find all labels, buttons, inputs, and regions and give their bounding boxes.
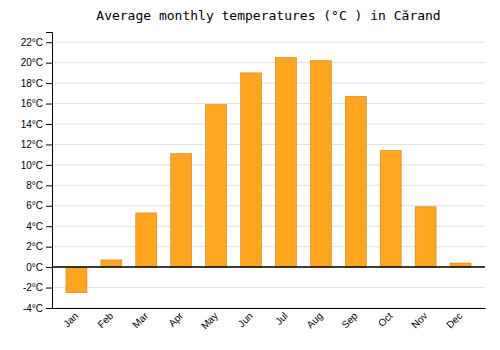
- grid-line: [52, 124, 485, 125]
- y-tick-mark: [46, 185, 52, 186]
- x-tick-label: Feb: [95, 310, 115, 330]
- x-tick-label: May: [199, 310, 220, 331]
- y-tick-mark: [46, 144, 52, 145]
- bar: [275, 58, 296, 268]
- y-tick-mark: [46, 267, 52, 268]
- x-tick: Sep: [339, 310, 360, 331]
- grid-line: [52, 308, 485, 309]
- y-tick-mark: [46, 206, 52, 207]
- x-tick-label: Apr: [166, 310, 185, 329]
- y-tick-label: 16°C: [21, 98, 43, 109]
- y-tick-mark: [46, 124, 52, 125]
- x-tick-label: Jan: [61, 310, 80, 329]
- y-tick: 16°C: [21, 98, 52, 109]
- y-tick-label: -2°C: [23, 282, 43, 293]
- y-tick-mark: [46, 63, 52, 64]
- x-axis: Jan Feb Mar Apr May Jun Jul Aug Sep Oct Nov Dec: [53, 309, 486, 332]
- y-tick-label: 6°C: [26, 200, 43, 211]
- y-tick-mark: [46, 308, 52, 309]
- x-tick-label: Oct: [376, 310, 395, 329]
- y-tick: 10°C: [21, 160, 52, 171]
- bar: [66, 267, 87, 293]
- y-tick: 12°C: [21, 139, 52, 150]
- y-tick: 6°C: [26, 200, 52, 211]
- bar: [345, 96, 366, 267]
- x-tick: Apr: [166, 310, 185, 329]
- bar: [310, 61, 331, 267]
- grid-line: [52, 267, 485, 268]
- x-tick: Jul: [273, 310, 290, 327]
- x-tick-label: Nov: [409, 310, 429, 330]
- x-tick: Jan: [61, 310, 80, 329]
- y-tick: -2°C: [23, 282, 52, 293]
- y-tick-label: 4°C: [26, 221, 43, 232]
- y-tick-mark: [46, 42, 52, 43]
- y-tick: 4°C: [26, 221, 52, 232]
- grid-line: [52, 83, 485, 84]
- grid-line: [52, 144, 485, 145]
- x-tick-label: Sep: [339, 310, 360, 331]
- y-tick: 22°C: [21, 37, 52, 48]
- x-tick: Jun: [236, 310, 255, 329]
- grid-line: [52, 185, 485, 186]
- y-tick: 14°C: [21, 119, 52, 130]
- grid-line: [52, 42, 485, 43]
- chart: -4°C -2°C 0°C 2°C 4°C 6°C 8°C 10°C 12°C 14°C 16°C 1…: [0, 0, 500, 350]
- y-tick: -4°C: [23, 303, 52, 314]
- y-tick-mark: [46, 83, 52, 84]
- y-tick-label: 2°C: [26, 241, 43, 252]
- grid-line: [52, 205, 485, 206]
- y-axis-line: [46, 33, 53, 309]
- x-tick: Dec: [444, 310, 464, 330]
- y-tick-mark: [46, 226, 52, 227]
- title: Average monthly temperatures (°C ) in Că…: [96, 8, 440, 23]
- zero-line: [52, 266, 485, 268]
- y-tick-label: 12°C: [21, 139, 43, 150]
- x-tick-label: Aug: [304, 310, 324, 330]
- y-tick-label: 14°C: [21, 119, 43, 130]
- y-tick-label: 8°C: [26, 180, 43, 191]
- y-tick: 2°C: [26, 241, 52, 252]
- y-tick-label: 18°C: [21, 78, 43, 89]
- x-tick-label: Mar: [130, 310, 150, 330]
- grid-line: [52, 103, 485, 104]
- x-axis-line: [53, 308, 486, 309]
- x-tick: May: [199, 310, 220, 331]
- bar: [101, 260, 122, 267]
- x-tick: Nov: [409, 310, 429, 330]
- grid-line: [52, 287, 485, 288]
- x-tick-label: Jun: [236, 310, 255, 329]
- x-tick: Feb: [95, 310, 115, 330]
- y-tick-label: 0°C: [26, 262, 43, 273]
- bar: [206, 105, 227, 268]
- bar: [415, 207, 436, 267]
- y-tick: 0°C: [26, 262, 52, 273]
- x-tick: Oct: [376, 310, 395, 329]
- grid: [52, 42, 485, 308]
- bar: [380, 151, 401, 268]
- y-tick-mark: [46, 104, 52, 105]
- bar: [241, 73, 262, 267]
- y-tick: 8°C: [26, 180, 52, 191]
- y-tick: 20°C: [21, 57, 52, 68]
- x-tick-label: Jul: [273, 310, 290, 327]
- y-tick-label: 20°C: [21, 57, 43, 68]
- plot: -4°C -2°C 0°C 2°C 4°C 6°C 8°C 10°C 12°C 14°C 16°C 1…: [21, 33, 486, 332]
- x-tick: Aug: [304, 310, 324, 330]
- bar: [136, 213, 157, 267]
- y-tick-label: 10°C: [21, 160, 43, 171]
- x-tick-label: Dec: [444, 310, 464, 330]
- y-tick-mark: [46, 165, 52, 166]
- y-tick-mark: [46, 247, 52, 248]
- y-tick: 18°C: [21, 78, 52, 89]
- y-axis: -4°C -2°C 0°C 2°C 4°C 6°C 8°C 10°C 12°C 14°C 16°C 1…: [21, 33, 53, 314]
- x-tick: Mar: [130, 310, 150, 330]
- bar: [171, 154, 192, 267]
- y-tick-label: -4°C: [23, 303, 43, 314]
- grid-line: [52, 62, 485, 63]
- y-tick-label: 22°C: [21, 37, 43, 48]
- grid-line: [52, 164, 485, 165]
- bars: [52, 58, 485, 293]
- y-tick-mark: [46, 288, 52, 289]
